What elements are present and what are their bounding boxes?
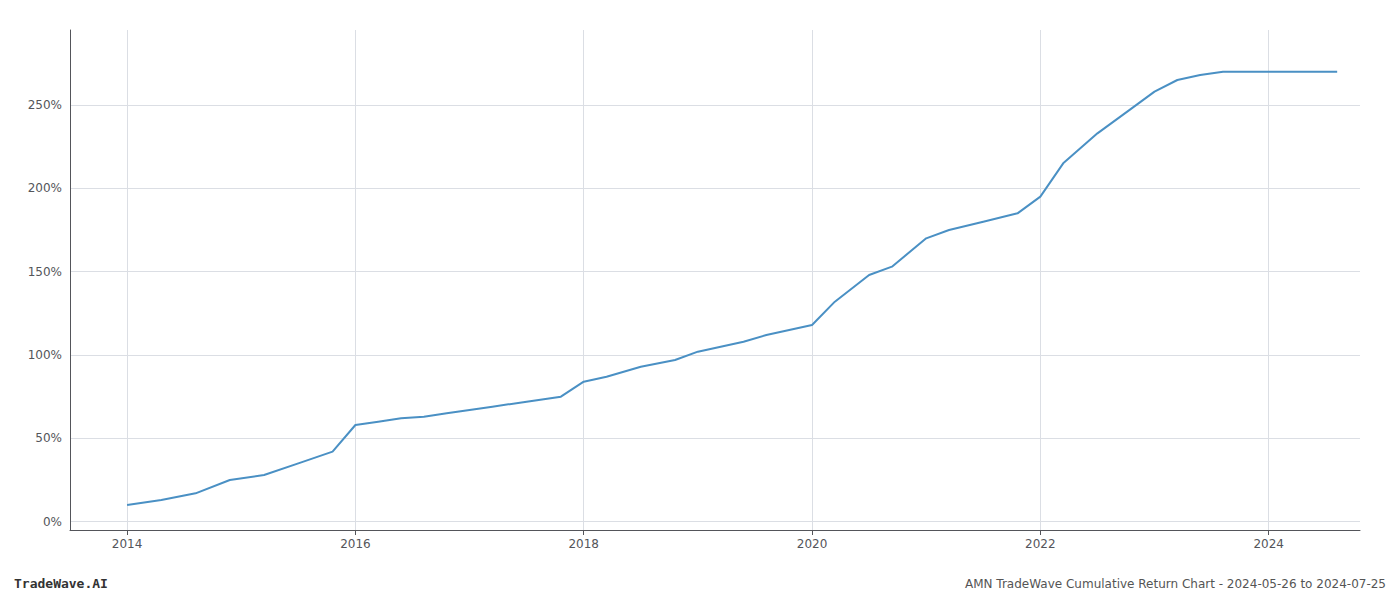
svg-text:2024: 2024 [1253,537,1284,551]
svg-text:2020: 2020 [797,537,828,551]
svg-text:150%: 150% [28,265,62,279]
svg-text:2014: 2014 [112,537,143,551]
svg-text:200%: 200% [28,181,62,195]
svg-text:0%: 0% [43,515,62,529]
svg-text:100%: 100% [28,348,62,362]
svg-text:2018: 2018 [568,537,599,551]
svg-text:AMN TradeWave Cumulative Retur: AMN TradeWave Cumulative Return Chart - … [965,577,1386,591]
svg-text:250%: 250% [28,98,62,112]
svg-text:2022: 2022 [1025,537,1056,551]
svg-text:2016: 2016 [340,537,371,551]
svg-text:50%: 50% [35,431,62,445]
svg-text:TradeWave.AI: TradeWave.AI [14,576,108,591]
